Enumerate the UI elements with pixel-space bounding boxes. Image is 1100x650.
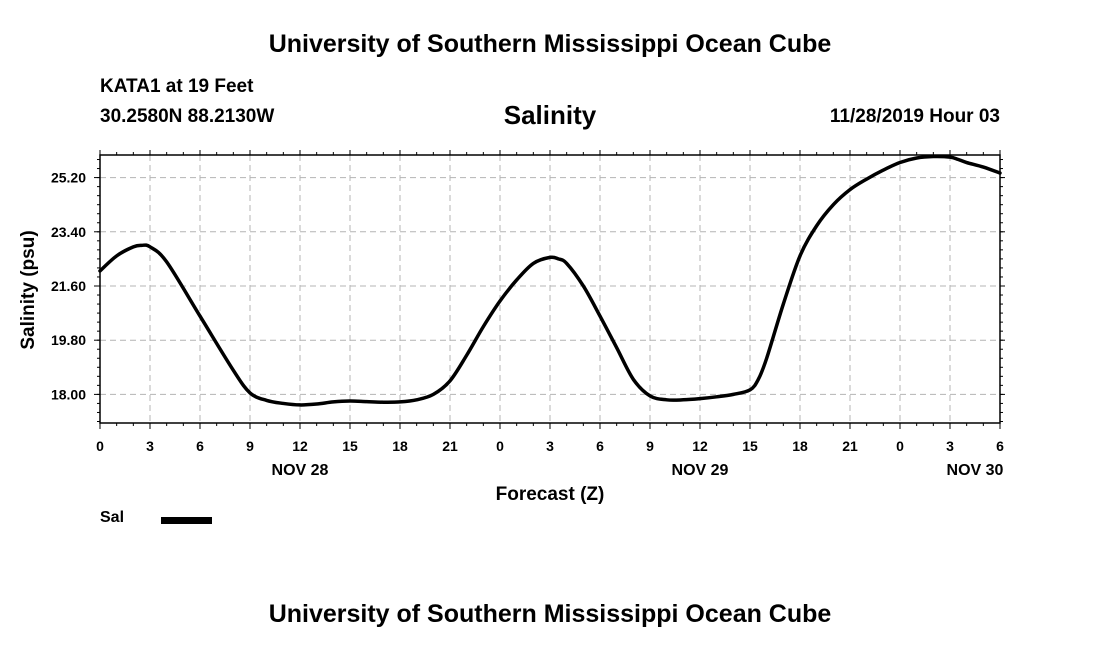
x-day-label: NOV 29 bbox=[672, 462, 729, 479]
series-line-sal bbox=[98, 154, 1002, 407]
x-tick-label: 3 bbox=[546, 438, 554, 454]
x-tick-label: 6 bbox=[996, 438, 1004, 454]
x-axis-title: Forecast (Z) bbox=[496, 484, 605, 505]
x-tick-label: 6 bbox=[196, 438, 204, 454]
x-tick-label: 18 bbox=[792, 438, 808, 454]
x-day-label: NOV 28 bbox=[272, 462, 329, 479]
chart-title: University of Southern Mississippi Ocean… bbox=[268, 30, 832, 58]
y-tick-label: 25.20 bbox=[51, 170, 86, 186]
y-tick-label: 18.00 bbox=[51, 386, 86, 402]
x-tick-label: 6 bbox=[596, 438, 604, 454]
series-layer bbox=[98, 154, 1002, 407]
y-tick-label: 21.60 bbox=[51, 278, 86, 294]
y-axis-title: Salinity (psu) bbox=[18, 230, 39, 349]
forecast-datetime: 11/28/2019 Hour 03 bbox=[829, 106, 1000, 127]
x-tick-label: 15 bbox=[742, 438, 758, 454]
x-tick-label: 3 bbox=[146, 438, 154, 454]
footer-title: University of Southern Mississippi Ocean… bbox=[268, 600, 832, 628]
station-label: KATA1 at 19 Feet bbox=[100, 76, 254, 97]
axes: 0 3 6 9 12 15 18 21 0 3 6 9 12 15 18 21 0 3 6 18.00 19.80 21.… bbox=[51, 150, 1005, 479]
x-tick-label: 21 bbox=[842, 438, 858, 454]
x-tick-label: 12 bbox=[292, 438, 308, 454]
x-tick-label: 9 bbox=[246, 438, 254, 454]
grid bbox=[100, 155, 1000, 423]
variable-title: Salinity bbox=[503, 100, 597, 130]
legend-label: Sal bbox=[100, 509, 125, 526]
x-tick-label: 0 bbox=[96, 438, 104, 454]
x-tick-label: 0 bbox=[896, 438, 904, 454]
x-tick-label: 3 bbox=[946, 438, 954, 454]
x-tick-label: 9 bbox=[646, 438, 654, 454]
x-tick-label: 18 bbox=[392, 438, 408, 454]
x-tick-label: 21 bbox=[442, 438, 458, 454]
y-tick-label: 19.80 bbox=[51, 332, 86, 348]
x-tick-label: 12 bbox=[692, 438, 708, 454]
y-tick-label: 23.40 bbox=[51, 224, 86, 240]
x-tick-label: 0 bbox=[496, 438, 504, 454]
station-coordinates: 30.2580N 88.2130W bbox=[100, 106, 275, 127]
legend-line-swatch bbox=[161, 517, 212, 524]
x-tick-label: 15 bbox=[342, 438, 358, 454]
x-day-label: NOV 30 bbox=[947, 462, 1004, 479]
